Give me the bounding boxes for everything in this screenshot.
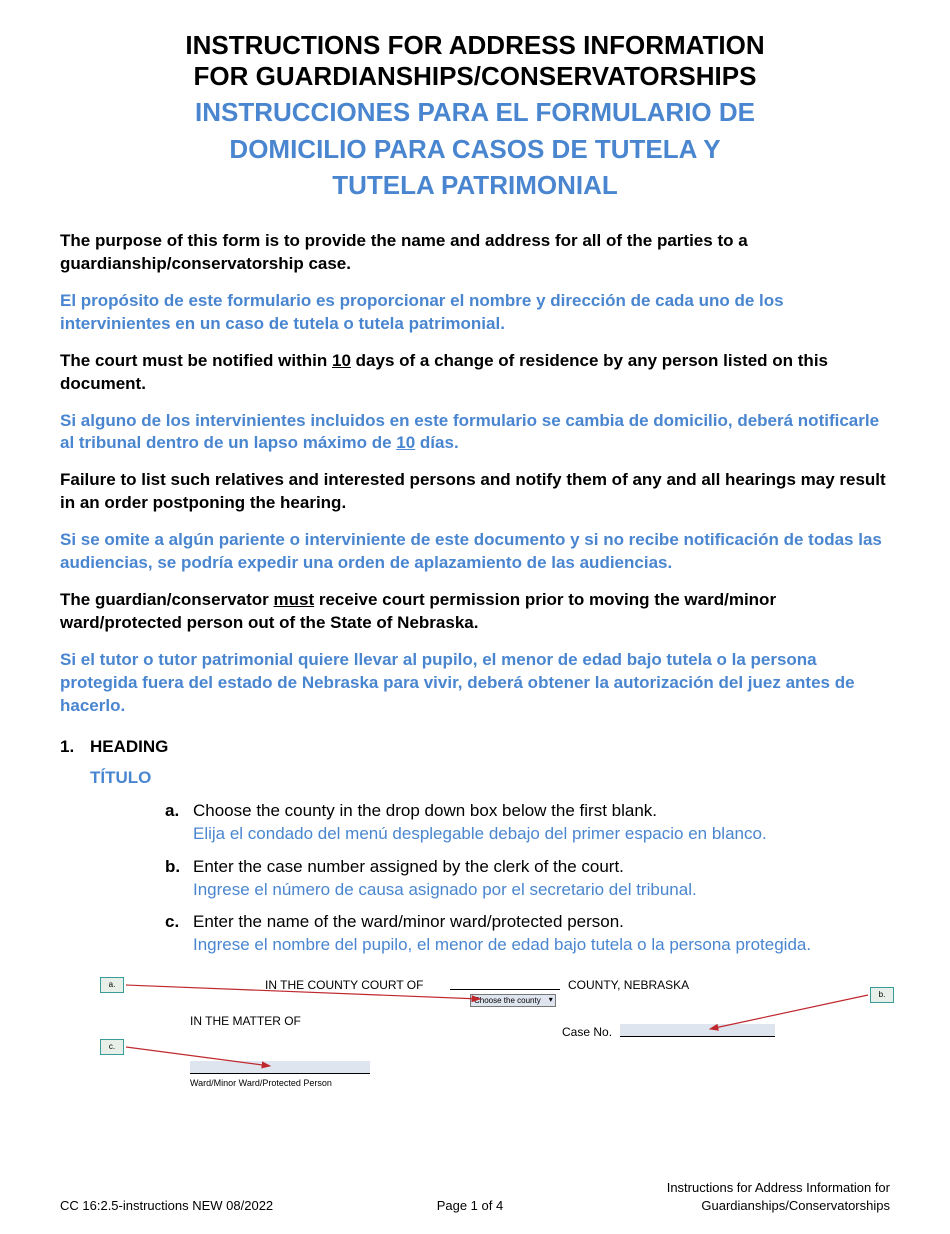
callout-b: b.	[870, 987, 894, 1003]
intro-p4-en-a: The guardian/conservator	[60, 590, 274, 609]
arrows-svg	[90, 969, 910, 1119]
footer-right-line1: Instructions for Address Information for	[667, 1179, 890, 1197]
subitem-c-en: Enter the name of the ward/minor ward/pr…	[193, 911, 890, 934]
intro-p3-en: Failure to list such relatives and inter…	[60, 469, 890, 515]
subitem-b-es: Ingrese el número de causa asignado por …	[193, 879, 890, 902]
footer-center: Page 1 of 4	[437, 1197, 504, 1215]
subitem-a-en: Choose the county in the drop down box b…	[193, 800, 890, 823]
page-footer: CC 16:2.5-instructions NEW 08/2022 Page …	[60, 1179, 890, 1214]
form-diagram: a. b. c. IN THE COUNTY COURT OF COUNTY, …	[90, 969, 890, 1119]
form-text-county-ne: COUNTY, NEBRASKA	[568, 977, 689, 993]
intro-p2-en-underline: 10	[332, 351, 351, 370]
intro-p3-es: Si se omite a algún pariente o intervini…	[60, 529, 890, 575]
title-english-line1: INSTRUCTIONS FOR ADDRESS INFORMATION	[60, 30, 890, 61]
section-1-heading: 1. HEADING	[60, 736, 890, 759]
callout-c: c.	[100, 1039, 124, 1055]
subitem-a: a. Choose the county in the drop down bo…	[165, 800, 890, 846]
ward-caption: Ward/Minor Ward/Protected Person	[190, 1077, 332, 1089]
footer-right-line2: Guardianships/Conservatorships	[667, 1197, 890, 1215]
subitem-b-letter: b.	[165, 856, 193, 902]
subitem-c: c. Enter the name of the ward/minor ward…	[165, 911, 890, 957]
intro-p1-es: El propósito de este formulario es propo…	[60, 290, 890, 336]
intro-block: The purpose of this form is to provide t…	[60, 230, 890, 718]
subitem-a-letter: a.	[165, 800, 193, 846]
intro-p2-es-b: días.	[415, 433, 458, 452]
county-blank-line	[450, 989, 560, 990]
title-english-line2: FOR GUARDIANSHIPS/CONSERVATORSHIPS	[60, 61, 890, 92]
section-1-label-es: TÍTULO	[90, 767, 890, 790]
form-text-case-no: Case No.	[562, 1024, 612, 1040]
intro-p4-en: The guardian/conservator must receive co…	[60, 589, 890, 635]
form-text-in-the-court: IN THE COUNTY COURT OF	[265, 977, 423, 993]
intro-p2-es-underline: 10	[396, 433, 415, 452]
ward-name-input[interactable]	[190, 1061, 370, 1074]
intro-p4-en-underline: must	[274, 590, 315, 609]
section-1-number: 1.	[60, 736, 90, 759]
form-text-in-matter: IN THE MATTER OF	[190, 1013, 301, 1029]
intro-p2-es: Si alguno de los intervinientes incluido…	[60, 410, 890, 456]
intro-p4-es: Si el tutor o tutor patrimonial quiere l…	[60, 649, 890, 718]
subitem-b-en: Enter the case number assigned by the cl…	[193, 856, 890, 879]
intro-p1-en: The purpose of this form is to provide t…	[60, 230, 890, 276]
subitem-a-es: Elija el condado del menú desplegable de…	[193, 823, 890, 846]
subitem-c-letter: c.	[165, 911, 193, 957]
subitem-c-es: Ingrese el nombre del pupilo, el menor d…	[193, 934, 890, 957]
footer-right: Instructions for Address Information for…	[667, 1179, 890, 1214]
intro-p2-en: The court must be notified within 10 day…	[60, 350, 890, 396]
case-number-input[interactable]	[620, 1024, 775, 1037]
county-dropdown[interactable]: Choose the county	[470, 994, 556, 1007]
callout-a: a.	[100, 977, 124, 993]
footer-left: CC 16:2.5-instructions NEW 08/2022	[60, 1197, 273, 1215]
intro-p2-en-a: The court must be notified within	[60, 351, 332, 370]
title-spanish-line2: DOMICILIO PARA CASOS DE TUTELA Y	[60, 133, 890, 166]
subitem-b: b. Enter the case number assigned by the…	[165, 856, 890, 902]
title-spanish-line1: INSTRUCCIONES PARA EL FORMULARIO DE	[60, 96, 890, 129]
title-spanish-line3: TUTELA PATRIMONIAL	[60, 169, 890, 202]
section-1-label-en: HEADING	[90, 736, 168, 759]
section-1-sublist: a. Choose the county in the drop down bo…	[165, 800, 890, 958]
intro-p2-es-a: Si alguno de los intervinientes incluido…	[60, 411, 879, 453]
